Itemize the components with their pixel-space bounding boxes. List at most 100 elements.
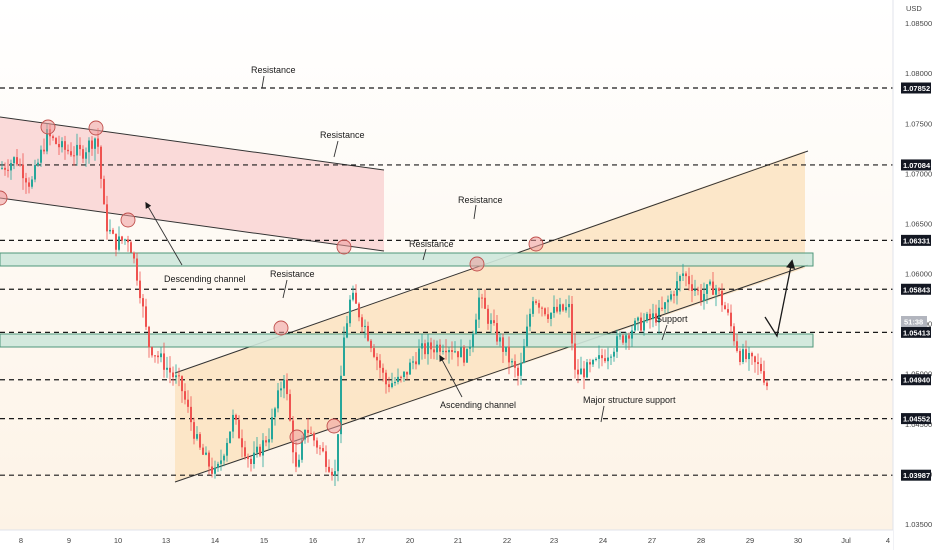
candle (67, 144, 69, 155)
annotation-resistance-5: Resistance (270, 269, 315, 279)
candle (754, 355, 756, 373)
touch-circle (120, 212, 136, 228)
candle (340, 365, 342, 444)
candle (682, 263, 684, 281)
touch-circles (0, 119, 544, 445)
level-tag: 1.03987 (903, 471, 930, 480)
candle (61, 137, 63, 153)
candle (280, 381, 282, 398)
candle (139, 271, 141, 304)
candle (583, 360, 585, 390)
candle (148, 325, 150, 358)
candle (175, 364, 177, 384)
candle (208, 450, 210, 475)
candle (487, 304, 489, 330)
annotation-descending-channel: Descending channel (164, 274, 246, 284)
candle (439, 339, 441, 357)
candle (475, 313, 477, 335)
date-tick: 10 (114, 536, 122, 545)
candle (670, 290, 672, 302)
candle (679, 274, 681, 292)
candle (580, 356, 582, 375)
candle (199, 432, 201, 451)
major-support-pointer (600, 405, 605, 423)
candle (19, 158, 21, 167)
candle (226, 438, 228, 462)
candle (223, 453, 225, 467)
candle (610, 354, 612, 366)
candle (331, 468, 333, 481)
candle (643, 313, 645, 336)
candle (262, 433, 264, 468)
candle (526, 314, 528, 348)
candle (544, 307, 546, 317)
candle (508, 336, 510, 375)
time-axis[interactable] (0, 530, 893, 550)
candle (325, 445, 327, 473)
candle (109, 219, 111, 235)
candle (484, 289, 486, 309)
candle (169, 356, 171, 384)
candle (640, 312, 642, 332)
level-tag: 1.04940 (903, 376, 930, 385)
ascending-pointer (439, 354, 463, 398)
date-tick: 14 (211, 536, 219, 545)
price-tick: 1.06000 (905, 270, 932, 279)
candle (7, 159, 9, 178)
candle (4, 162, 6, 176)
candle (133, 251, 135, 264)
candle (34, 159, 36, 183)
resistance-3-pointer (473, 204, 477, 220)
candle (85, 147, 87, 167)
ascending-channel-fill (175, 151, 805, 482)
candle (43, 138, 45, 155)
level-tag: 1.06331 (903, 236, 930, 245)
currency-label: USD (906, 4, 922, 13)
candle (400, 375, 402, 383)
candle (676, 271, 678, 305)
candle (55, 137, 57, 145)
candle (1, 161, 3, 170)
candle (10, 159, 12, 180)
candle (766, 380, 768, 391)
date-tick: 23 (550, 536, 558, 545)
candle (349, 295, 351, 327)
candle (79, 137, 81, 156)
candle (661, 296, 663, 312)
candle (328, 459, 330, 474)
candle (352, 285, 354, 302)
descending-pointer (145, 201, 183, 266)
candle (241, 429, 243, 458)
candle (706, 283, 708, 304)
price-tick: 1.08000 (905, 69, 932, 78)
candle (313, 431, 315, 447)
level-tag: 1.07084 (903, 161, 931, 170)
touch-circle (88, 120, 104, 136)
candle (127, 235, 129, 252)
resistance-zone (0, 252, 814, 267)
level-price-tags: 1.07852 1.07084 1.06331 1.05843 1.05413 1.049… (901, 82, 931, 481)
annotation-major-support: Major structure support (583, 395, 676, 405)
candle (298, 454, 300, 468)
candle (130, 240, 132, 253)
date-tick: 9 (67, 536, 71, 545)
candle (535, 299, 537, 305)
level-tag-bg (901, 159, 931, 171)
price-tick: 1.08500 (905, 19, 932, 28)
candle (511, 358, 513, 367)
candle (193, 417, 195, 445)
candle (547, 307, 549, 323)
candle (160, 347, 162, 363)
annotation-resistance-4: Resistance (409, 239, 454, 249)
candle (214, 460, 216, 479)
candle (361, 314, 363, 333)
candle (496, 314, 498, 346)
touch-circle (469, 256, 485, 272)
candle (142, 294, 144, 318)
resistance-1-pointer (261, 75, 265, 89)
candle (697, 286, 699, 296)
date-tick: 16 (309, 536, 317, 545)
price-tick: 1.06500 (905, 219, 932, 228)
candle (70, 142, 72, 157)
